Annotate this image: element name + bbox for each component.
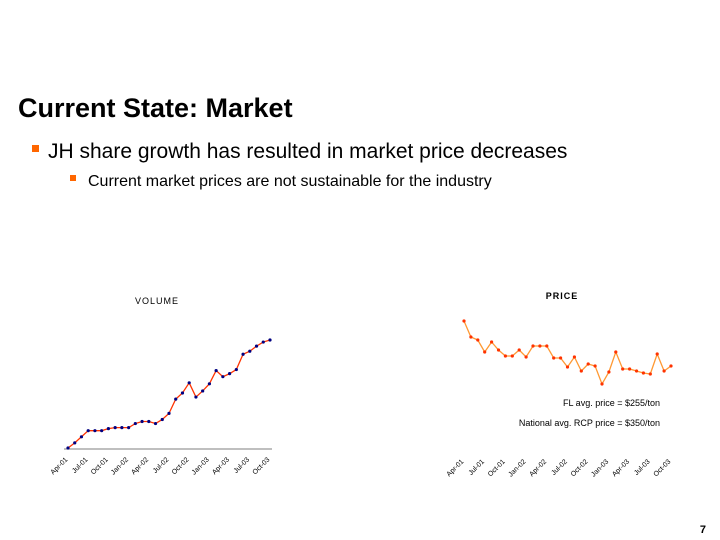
data-point <box>153 421 158 426</box>
data-point <box>579 369 583 373</box>
x-tick-label: Jul-03 <box>233 456 252 475</box>
x-tick-label: Oct-01 <box>90 456 110 476</box>
data-point <box>559 356 563 360</box>
chart-title: PRICE <box>546 291 579 301</box>
data-point <box>669 364 673 368</box>
data-point <box>221 375 225 379</box>
x-tick-label: Jul-01 <box>468 458 487 477</box>
data-point <box>180 391 185 395</box>
data-point <box>648 372 652 376</box>
annotation: National avg. RCP price = $350/ton <box>519 418 660 428</box>
x-tick-label: Jan-02 <box>507 458 527 478</box>
data-point <box>66 446 70 450</box>
data-point <box>483 350 487 354</box>
data-point <box>572 355 577 359</box>
data-point <box>248 349 252 353</box>
x-tick-label: Apr-03 <box>611 458 631 478</box>
x-tick-label: Jan-03 <box>191 456 211 476</box>
data-point <box>531 344 535 348</box>
x-tick-label: Oct-02 <box>570 458 590 478</box>
data-point <box>593 364 597 368</box>
data-line <box>463 320 672 386</box>
x-tick-label: Jul-02 <box>550 458 569 477</box>
data-point <box>133 421 137 426</box>
data-point <box>120 426 124 430</box>
data-point <box>662 369 666 373</box>
bullet-marker <box>32 145 39 152</box>
data-point <box>510 354 514 358</box>
x-tick-label: Jul-01 <box>71 456 90 475</box>
data-point <box>268 338 272 342</box>
annotation: FL avg. price = $255/ton <box>563 398 660 408</box>
x-tick-label: Oct-03 <box>252 456 272 476</box>
data-point <box>586 362 590 366</box>
data-point <box>113 426 117 430</box>
data-point <box>545 344 549 348</box>
data-point <box>160 417 164 422</box>
data-point <box>79 435 84 439</box>
data-point <box>167 411 171 415</box>
data-point <box>73 441 77 445</box>
data-point <box>476 338 480 342</box>
data-point <box>207 382 211 386</box>
data-point <box>655 352 659 356</box>
x-tick-label: Jul-03 <box>633 458 652 477</box>
data-point <box>187 381 191 385</box>
data-point <box>552 356 556 360</box>
x-tick-label: Oct-01 <box>487 458 507 478</box>
sub-bullet: Current market prices are not sustainabl… <box>88 173 492 190</box>
data-point <box>607 370 611 374</box>
data-line <box>67 339 271 449</box>
data-point <box>140 419 144 424</box>
data-point <box>261 340 265 344</box>
data-point <box>174 397 178 401</box>
x-tick-label: Jan-02 <box>110 456 130 476</box>
data-point <box>86 429 90 433</box>
data-point <box>641 371 646 375</box>
data-point <box>100 429 104 433</box>
bullet: JH share growth has resulted in market p… <box>48 140 567 163</box>
data-point <box>628 367 632 371</box>
data-point <box>147 419 151 424</box>
data-point <box>93 429 97 433</box>
data-point <box>254 344 259 348</box>
x-tick-label: Jan-03 <box>590 458 610 478</box>
data-point <box>127 426 131 430</box>
x-tick-label: Apr-01 <box>50 456 70 476</box>
x-tick-label: Apr-02 <box>130 456 150 476</box>
data-point <box>228 372 232 376</box>
data-point <box>503 354 507 358</box>
x-tick-label: Oct-02 <box>171 456 191 476</box>
x-tick-label: Apr-01 <box>446 458 466 478</box>
data-point <box>214 368 218 373</box>
data-point <box>614 350 618 354</box>
data-point <box>600 382 604 386</box>
data-point <box>565 365 570 369</box>
data-point <box>621 367 625 371</box>
x-tick-label: Jul-02 <box>152 456 171 475</box>
data-point <box>234 367 238 372</box>
data-point <box>469 335 473 339</box>
data-point <box>241 352 245 356</box>
chart-title: VOLUME <box>135 296 179 306</box>
data-point <box>517 348 521 352</box>
data-point <box>201 389 205 393</box>
data-point <box>538 344 542 348</box>
data-point <box>490 340 494 344</box>
data-point <box>462 319 466 323</box>
data-point <box>106 427 110 431</box>
data-point <box>634 369 639 373</box>
bullet-marker <box>70 175 76 181</box>
data-point <box>496 348 501 352</box>
x-tick-label: Oct-03 <box>653 458 673 478</box>
page-number: 7 <box>700 524 706 536</box>
data-point <box>194 395 198 399</box>
x-tick-label: Apr-02 <box>528 458 548 478</box>
slide-title: Current State: Market <box>18 93 293 123</box>
data-point <box>524 355 528 359</box>
x-tick-label: Apr-03 <box>211 456 231 476</box>
